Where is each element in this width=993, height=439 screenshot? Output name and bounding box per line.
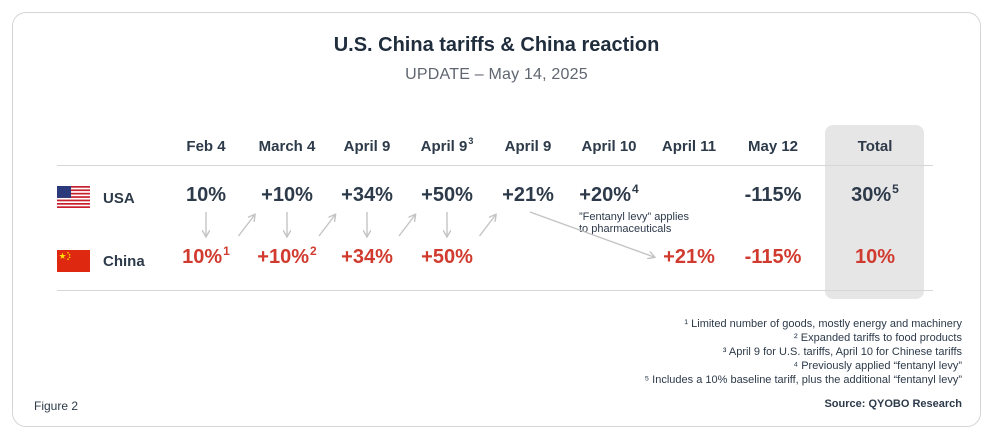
cell-text: -115% [744,184,802,206]
card-frame [12,12,981,427]
china-value-1: +10%2 [257,244,317,269]
cell-text: April 9 [343,138,391,155]
chart-title: U.S. China tariffs & China reaction [333,34,660,56]
usa-value-8: 30%5 [851,182,899,207]
column-header-3: April 93 [420,136,474,155]
diagonal-arrow-0 [237,215,255,237]
usa-flag-icon [57,186,90,208]
cell-text: April 9 [504,138,552,155]
source-note: Source: QYOBO Research [824,398,962,410]
cell-text: May 12 [747,138,799,155]
usa-value-5: +20%4 [579,182,639,207]
cell-text: +50% [421,246,473,268]
china-value-3: +50% [421,246,473,269]
china-value-2: +34% [341,246,393,269]
column-header-2: April 9 [344,138,391,155]
fentanyl-note: ”Fentanyl levy” applies to pharmaceutica… [579,211,690,235]
long-arrow-april9-to-april11 [529,211,654,257]
country-label-usa: USA [103,190,135,207]
diagonal-arrow-2 [398,215,415,237]
column-header-6: April 11 [662,138,716,155]
footnote-marker: 3 [468,136,474,146]
usa-value-3: +50% [421,184,473,207]
footnote-1: ¹ Limited number of goods, mostly energy… [684,318,962,330]
cell-text: April 11 [661,138,717,155]
cell-text: 10% [182,246,223,268]
china-value-0: 10%1 [182,244,230,269]
footnote-marker: 4 [632,182,639,196]
china-value-7: -115% [745,246,802,269]
footnote-marker: 2 [310,244,317,258]
china-flag-icon [57,250,90,272]
diagonal-arrow-3 [478,215,496,237]
diagonal-arrow-1 [318,215,335,237]
cell-text: +21% [663,246,715,268]
figure-label: Figure 2 [34,399,79,413]
total-column-highlight [825,125,924,299]
bottom-rule [57,290,933,291]
footnote-marker: 1 [223,244,230,258]
china-value-8: 10% [855,246,895,269]
column-header-4: April 9 [505,138,552,155]
column-header-8: Total [858,138,893,155]
cell-text: Feb 4 [186,138,226,155]
footnote-3: ³ April 9 for U.S. tariffs, April 10 for… [722,346,962,358]
column-header-7: May 12 [748,138,798,155]
footnote-5: ⁵ Includes a 10% baseline tariff, plus t… [644,374,962,386]
cell-text: Total [857,138,893,155]
footnote-4: ⁴ Previously applied “fentanyl levy” [793,360,962,372]
usa-value-2: +34% [341,184,393,207]
cell-text: -115% [744,246,802,268]
cell-text: +21% [502,184,554,206]
header-rule [57,165,933,166]
footnote-2: ² Expanded tariffs to food products [794,332,962,344]
cell-text: 10% [854,246,896,268]
cell-text: +20% [579,184,632,206]
column-header-5: April 10 [581,138,636,155]
cell-text: 10% [185,184,227,206]
column-header-1: March 4 [259,138,316,155]
column-header-0: Feb 4 [186,138,225,155]
usa-value-4: +21% [502,184,554,207]
usa-value-7: -115% [745,184,802,207]
chart-subtitle: UPDATE – May 14, 2025 [405,66,588,83]
cell-text: 30% [851,184,892,206]
usa-value-0: 10% [186,184,226,207]
cell-text: +10% [261,184,313,206]
footnote-marker: 5 [892,182,899,196]
cell-text: March 4 [258,138,316,155]
cell-text: +34% [341,246,393,268]
cell-text: +50% [421,184,473,206]
cell-text: +10% [257,246,310,268]
country-label-china: China [103,253,145,270]
china-value-6: +21% [663,246,715,269]
usa-value-1: +10% [261,184,313,207]
cell-text: +34% [341,184,393,206]
cell-text: April 10 [581,138,637,155]
cell-text: April 9 [420,138,468,155]
